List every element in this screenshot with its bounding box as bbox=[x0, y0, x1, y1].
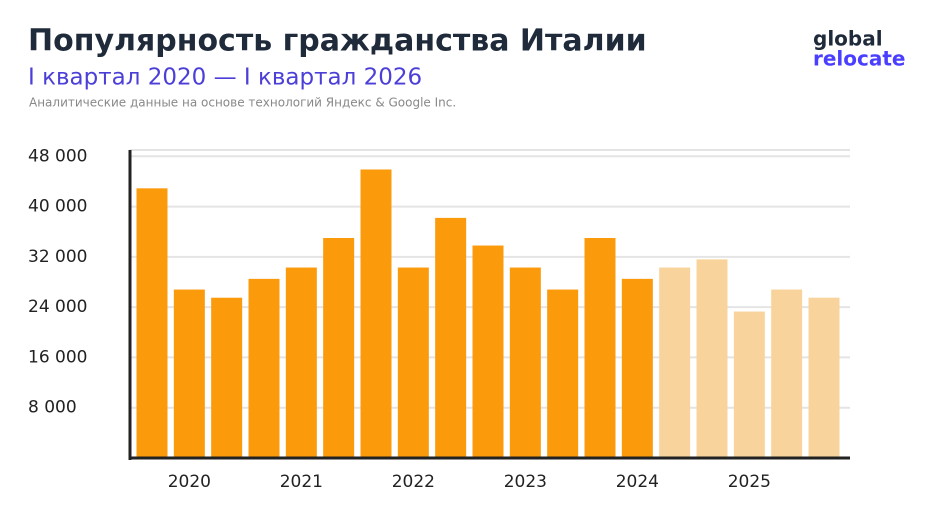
bar bbox=[547, 289, 579, 458]
bar bbox=[696, 259, 728, 458]
y-tick-label: 24 000 bbox=[28, 297, 87, 317]
bar bbox=[621, 278, 653, 458]
y-tick-label: 48 000 bbox=[28, 146, 87, 166]
bar bbox=[733, 311, 765, 458]
bar bbox=[360, 169, 392, 458]
bar bbox=[771, 289, 803, 458]
x-tick-label: 2023 bbox=[504, 472, 547, 492]
bar bbox=[136, 188, 168, 459]
bar bbox=[509, 267, 541, 458]
x-tick-label: 2025 bbox=[728, 472, 771, 492]
bar bbox=[659, 267, 691, 458]
bar bbox=[808, 297, 840, 458]
y-tick-label: 8 000 bbox=[28, 398, 77, 418]
x-tick-label: 2020 bbox=[168, 472, 211, 492]
source-note: Аналитические данные на основе технологи… bbox=[29, 96, 456, 110]
logo-text: relocate bbox=[813, 47, 906, 71]
x-tick-label: 2022 bbox=[392, 472, 435, 492]
bar bbox=[397, 267, 429, 458]
bar bbox=[472, 245, 504, 458]
bar bbox=[173, 289, 205, 458]
x-tick-label: 2021 bbox=[280, 472, 323, 492]
chart-subtitle: I квартал 2020 — I квартал 2026 bbox=[28, 65, 422, 91]
y-tick-label: 16 000 bbox=[28, 347, 87, 367]
bar bbox=[323, 238, 355, 458]
logo-text: global bbox=[813, 27, 883, 51]
chart-title: Популярность гражданства Италии bbox=[28, 24, 647, 59]
y-tick-label: 32 000 bbox=[28, 247, 87, 267]
bar bbox=[211, 297, 243, 458]
bar bbox=[248, 278, 280, 458]
x-tick-label: 2024 bbox=[616, 472, 659, 492]
bar bbox=[584, 238, 616, 458]
bar bbox=[435, 217, 467, 458]
bar bbox=[285, 267, 317, 458]
y-tick-label: 40 000 bbox=[28, 197, 87, 217]
